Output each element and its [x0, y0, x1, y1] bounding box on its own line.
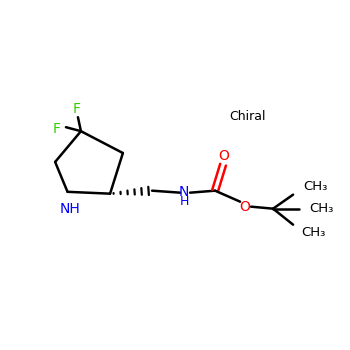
Text: CH₃: CH₃: [309, 202, 334, 215]
Text: F: F: [53, 122, 61, 136]
Text: O: O: [240, 199, 251, 213]
Text: N: N: [179, 185, 189, 199]
Text: CH₃: CH₃: [301, 226, 326, 239]
Text: Chiral: Chiral: [230, 111, 266, 124]
Text: NH: NH: [59, 202, 80, 216]
Text: F: F: [73, 102, 81, 116]
Text: CH₃: CH₃: [303, 180, 328, 193]
Text: O: O: [219, 149, 230, 163]
Text: H: H: [180, 195, 189, 208]
